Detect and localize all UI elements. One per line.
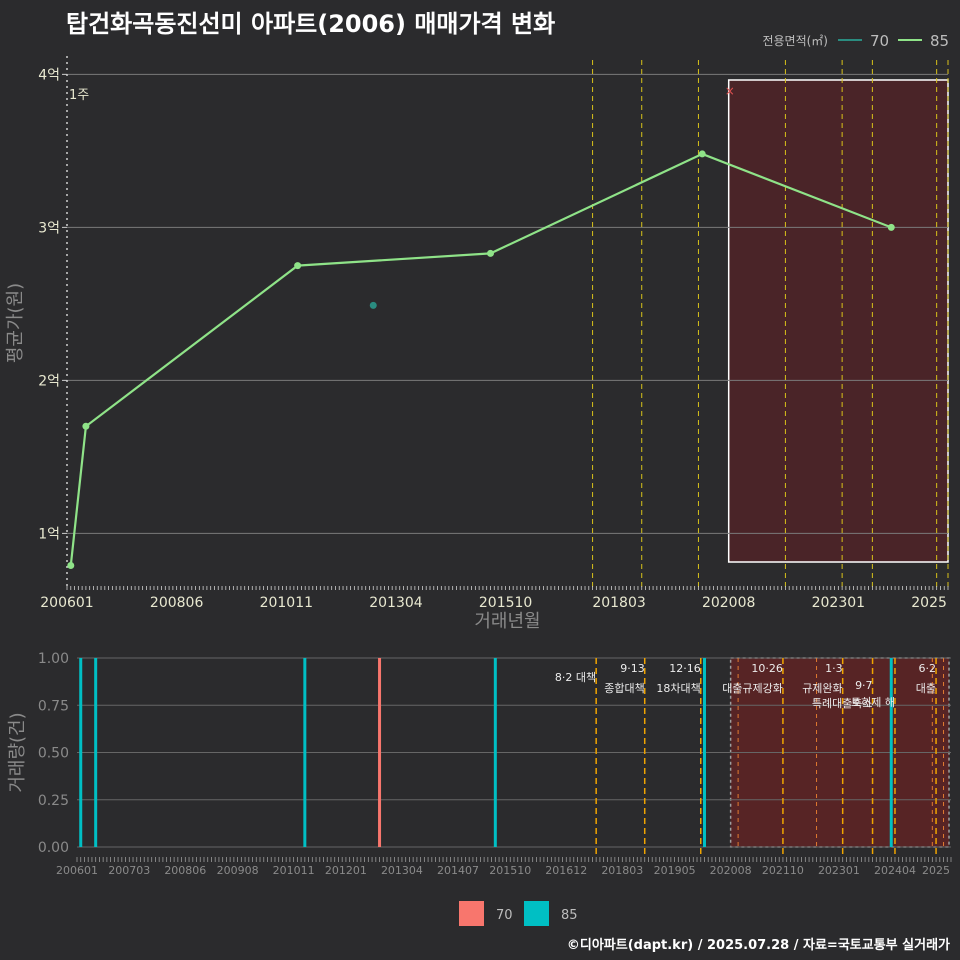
event-label: 12·16: [669, 662, 701, 675]
event-label: 대출규제강화: [722, 682, 783, 695]
y-tick-label: 0.75: [38, 698, 69, 714]
top-legend: 전용면적(㎡) 70 85: [762, 32, 949, 50]
x-axis-title: 거래년월: [474, 611, 540, 632]
y-tick-label: 0.00: [38, 840, 69, 856]
x-tick-label: 201510: [479, 595, 532, 611]
event-label: 규제완화: [802, 682, 842, 695]
event-label: 10·26: [751, 662, 783, 675]
volume-chart: 0.00 0.25 0.50 0.75 1.00 8·2 대책 9·13 종합대책 12·16 1…: [7, 651, 952, 877]
series-85-point: [698, 150, 706, 158]
x-tick-label: 201304: [381, 864, 423, 877]
x-tick-label: 202404: [874, 864, 916, 877]
event-label: 8·2 대책: [555, 671, 596, 684]
event-label: 18차대책: [656, 682, 700, 695]
bar-85: [94, 658, 98, 847]
x-tick-label: 202301: [812, 595, 865, 611]
bar-85: [303, 658, 307, 847]
bottom-legend: 70 85: [459, 901, 578, 926]
bar-85: [889, 658, 893, 847]
legend-70-key: [459, 901, 484, 926]
series-85-point: [67, 562, 75, 570]
x-tick-label: 200703: [108, 864, 150, 877]
x-tick-label: 201407: [437, 864, 479, 877]
annotation-label: 1주: [69, 88, 89, 103]
legend-70-label: 70: [870, 32, 889, 50]
x-tick-label: 201304: [369, 595, 423, 611]
y-tick-label: 3억: [38, 220, 60, 236]
event-label: 종합대책: [604, 682, 644, 695]
x-tick-label: 2025: [911, 595, 947, 611]
y-tick-label: 1억: [38, 526, 60, 542]
marker-note: ×: [725, 84, 735, 98]
legend-85-label: 85: [561, 908, 578, 923]
x-tick-label: 200908: [217, 864, 259, 877]
series-85-point: [887, 223, 895, 231]
event-label: 토허제 해: [851, 695, 895, 709]
event-label: 9·13: [620, 662, 645, 675]
x-tick-label: 202110: [762, 864, 804, 877]
bar-85: [493, 658, 497, 847]
y-tick-label: 0.50: [38, 746, 69, 762]
x-tick-label: 2025: [922, 864, 950, 877]
bar-85: [79, 658, 83, 847]
event-label: 대출: [916, 682, 936, 695]
chart-title: 탑건화곡동진선미 아파트(2006) 매매가격 변화: [66, 10, 556, 38]
y-axis-title: 평균가(원): [5, 283, 26, 363]
price-chart: 1억 2억 3억 4억 200601 200806 201011 201304 201510 20…: [5, 56, 949, 632]
y-tick-label: 1.00: [38, 651, 69, 667]
x-tick-label: 201803: [601, 864, 643, 877]
x-tick-label: 202008: [702, 595, 755, 611]
legend-70-label: 70: [496, 908, 513, 923]
series-85-point: [486, 249, 494, 257]
y-tick-label: 2억: [38, 373, 60, 389]
x-tick-label: 200601: [40, 595, 93, 611]
x-tick-label: 201905: [654, 864, 696, 877]
legend-85-key: [524, 901, 549, 926]
x-tick-label: 200806: [164, 864, 206, 877]
y-tick-label: 0.25: [38, 793, 69, 809]
x-tick-label: 202301: [818, 864, 860, 877]
event-label: 특례대출축소: [812, 697, 873, 710]
legend-85-label: 85: [930, 32, 949, 50]
series-85-line: [69, 152, 892, 566]
legend-title: 전용면적(㎡): [762, 34, 828, 48]
x-tick-label: 201011: [260, 595, 313, 611]
x-tick-label: 201011: [273, 864, 315, 877]
event-label: 1·3: [825, 662, 843, 675]
highlight-period: [727, 79, 949, 563]
x-tick-label: 201612: [545, 864, 587, 877]
bar-85: [702, 658, 706, 847]
x-tick-label: 202008: [710, 864, 752, 877]
series-85-point: [294, 262, 302, 270]
x-tick-label: 200601: [56, 864, 98, 877]
series-70-point: [369, 301, 377, 309]
x-tick-label: 201803: [592, 595, 645, 611]
x-tick-label: 200806: [150, 595, 204, 611]
y-tick-label: 4억: [38, 67, 60, 83]
y-axis-title: 거래량(건): [7, 712, 28, 792]
series-85-point: [82, 422, 90, 430]
x-tick-label: 201510: [489, 864, 531, 877]
x-tick-label: 201201: [325, 864, 367, 877]
event-label: 9·7: [855, 679, 873, 692]
source-credit: ©디아파트(dapt.kr) / 2025.07.28 / 자료=국토교통부 실…: [566, 938, 950, 953]
bar-70: [378, 658, 382, 847]
event-label: 6·2: [919, 662, 937, 675]
